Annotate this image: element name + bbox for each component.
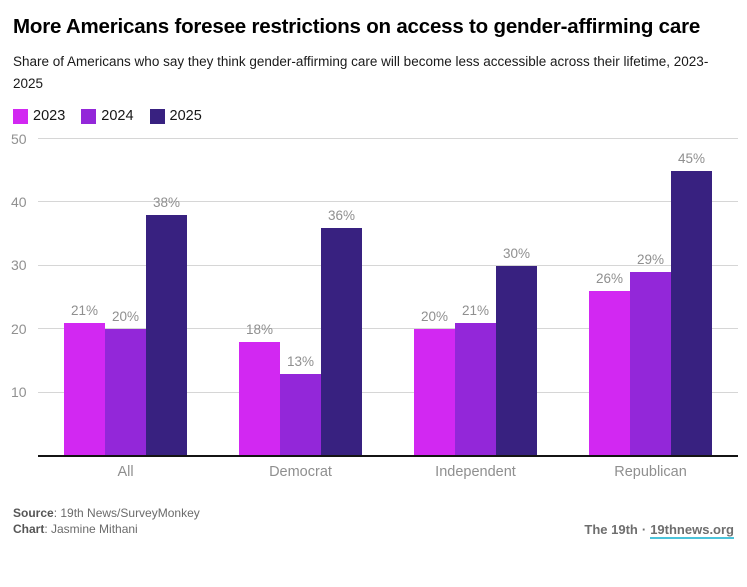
brand: The 19th · 19thnews.org [584,522,734,539]
bar-2025-independent: 30% [496,246,537,456]
category-label-independent: Independent [435,464,516,480]
bar-value-label: 26% [595,271,624,287]
bar-2024-independent: 21% [455,303,496,456]
legend-label: 2025 [169,108,202,124]
plot-area: 21% 20% 38% 18% 13% 36% 20% 21% 30% 26% 29% 45% 10 2… [11,131,738,457]
footer: Source: 19th News/SurveyMonkey Chart: Ja… [13,506,738,539]
source-label: Source [13,506,54,520]
y-tick-label: 20 [11,320,27,337]
bar-group-republican: 26% 29% 45% [563,139,738,456]
bar-2025-republican: 45% [671,151,712,456]
chart-subtitle: Share of Americans who say they think ge… [13,54,709,91]
bar-value-label: 18% [245,321,274,337]
gridline-10: 10 [11,384,738,400]
bar-group-independent: 20% 21% 30% [388,139,563,456]
credits: Source: 19th News/SurveyMonkey Chart: Ja… [13,506,200,537]
gridline-50: 50 [11,131,738,147]
bar-2025-democrat: 36% [321,208,362,456]
bar-value-label: 20% [420,309,449,325]
category-label-all: All [117,464,134,480]
bar-value-label: 20% [111,309,140,325]
brand-name: The 19th [584,522,638,537]
brand-separator: · [641,522,647,537]
legend-label: 2023 [33,108,66,124]
legend-item-2023: 2023 [13,108,65,124]
y-tick-label: 30 [11,257,27,274]
bar-value-label: 38% [152,195,181,211]
gridline-20: 20 [11,321,738,337]
bar-groups: 21% 20% 38% 18% 13% 36% 20% 21% 30% 26% 29% 45% [38,139,738,456]
y-tick-label: 10 [11,384,27,401]
legend: 2023 2024 2025 [13,108,738,124]
source-line: Source: 19th News/SurveyMonkey [13,506,200,522]
bar-value-label: 21% [70,302,99,318]
gridline-30: 30 [11,257,738,273]
y-tick-label: 40 [11,193,27,210]
legend-swatch-icon [13,108,28,124]
chart-credit-line: Chart: Jasmine Mithani [13,522,200,538]
bar-value-label: 13% [286,353,315,369]
legend-item-2025: 2025 [149,108,202,124]
bar-2024-democrat: 13% [280,354,321,456]
bar-2023-democrat: 18% [239,322,280,456]
source-text: : 19th News/SurveyMonkey [53,506,200,520]
bar-value-label: 21% [461,302,490,318]
bar-value-label: 29% [636,252,665,268]
brand-link[interactable]: 19thnews.org [650,522,734,539]
bar-2023-republican: 26% [589,271,630,456]
y-tick-label: 50 [11,130,27,147]
bar-2025-all: 38% [146,195,187,456]
bar-2023-independent: 20% [414,309,455,456]
bar-2024-all: 20% [105,309,146,456]
bar-2024-republican: 29% [630,252,671,456]
legend-swatch-icon [81,108,97,124]
bar-group-democrat: 18% 13% 36% [213,139,388,456]
chart-credit-text: : Jasmine Mithani [44,521,138,536]
chart-credit-label: Chart [13,521,45,536]
legend-item-2024: 2024 [81,108,134,124]
bar-chart: 21% 20% 38% 18% 13% 36% 20% 21% 30% 26% 29% 45% 10 2… [11,131,738,480]
legend-swatch-icon [149,108,165,124]
chart-title: More Americans foresee restrictions on a… [13,15,701,38]
bar-value-label: 45% [677,150,706,166]
category-label-democrat: Democrat [269,464,332,480]
category-label-republican: Republican [614,464,687,480]
gridline-40: 40 [11,194,738,210]
bar-value-label: 30% [502,245,531,261]
bar-value-label: 36% [327,207,356,223]
x-axis-category-labels: All Democrat Independent Republican [38,464,738,480]
x-axis-line [38,455,738,457]
bar-group-all: 21% 20% 38% [38,139,213,456]
legend-label: 2024 [101,108,134,124]
bar-2023-all: 21% [64,303,105,456]
